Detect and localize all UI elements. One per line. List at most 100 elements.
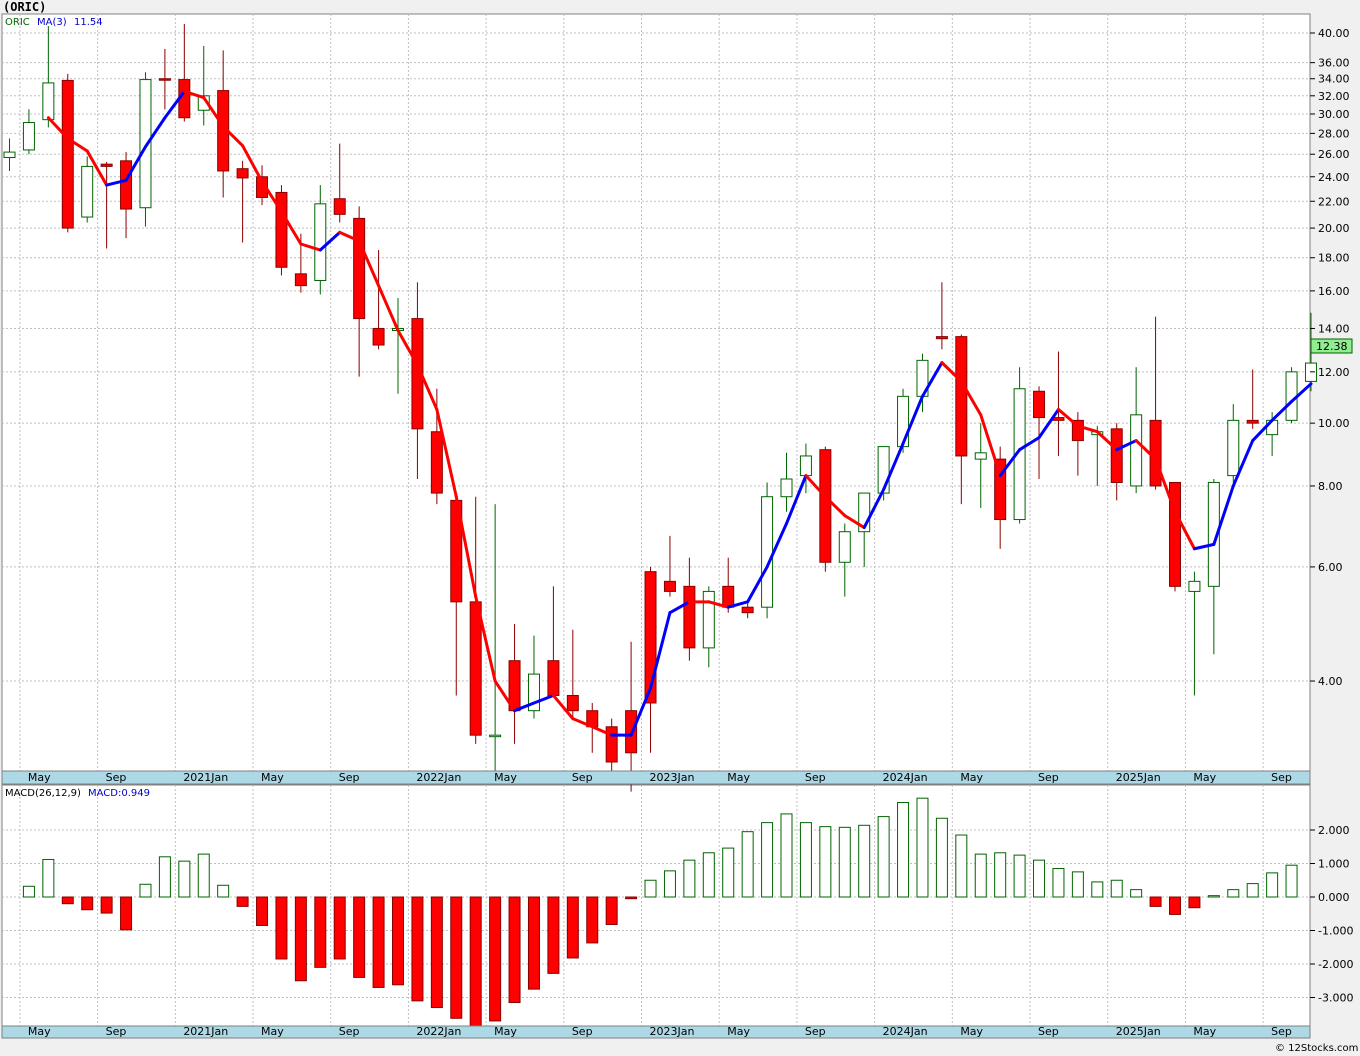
ma-segment [513,701,536,713]
macd-bar [508,896,521,1004]
candle [1227,404,1240,483]
macd-bar [566,896,579,959]
legend-ma-label: MA(3) [37,17,67,28]
macd-bar [178,860,191,898]
price-tick-label: 40.00 [1318,27,1350,40]
site-credit: © 12Stocks.com [1275,1043,1358,1054]
candle [1246,369,1259,429]
price-tick-label: 36.00 [1318,57,1350,70]
macd-bar [392,896,404,986]
macd-bar [1071,871,1084,898]
macd-bar [1266,872,1279,898]
candle-body [702,590,715,649]
candle-body [411,318,424,430]
ma-segment [1212,484,1235,546]
macd-y-axis: 2.000 1.000 0.000 -1.000 -2.000 -3.000 [1310,824,1353,1005]
candle [761,482,774,619]
candle [1071,412,1084,476]
ma-segment [1231,439,1255,488]
macd-tick-label: 2.000 [1318,824,1350,837]
x-tick-label: May [28,1025,51,1038]
ma-segment [474,595,497,683]
macd-bar [120,896,133,931]
candle-body [314,203,327,282]
x-tick-label: May [960,1025,983,1038]
candle-body [994,458,1007,521]
x-tick-label: 2021Jan [183,1025,228,1038]
candle-body [353,217,366,320]
candle-body [1110,428,1123,483]
candle-body [644,571,657,704]
x-tick-label: 2025Jan [1116,771,1161,784]
candle [1013,367,1026,524]
candle-body [1246,419,1259,424]
macd-bar [1130,889,1143,898]
macd-bar [761,822,774,898]
candle [663,535,676,597]
candle-body [955,336,968,457]
ma-segment [571,717,594,729]
ma-segment [299,242,322,252]
price-tick-label: 10.00 [1318,417,1350,430]
ma-segment [241,144,264,183]
x-tick-label: Sep [106,771,127,784]
x-tick-label: May [261,771,284,784]
candle [333,143,346,223]
candle-body [683,585,696,649]
legend-symbol: ORIC [5,17,30,28]
macd-bar [1033,859,1046,898]
candle [994,446,1007,549]
macd-bar [955,834,968,898]
price-tick-label: 28.00 [1318,127,1350,140]
candle-body [469,601,482,736]
macd-bar [450,896,463,1019]
ma-segment [415,363,439,411]
macd-bar [858,824,871,898]
price-tick-label: 20.00 [1318,222,1350,235]
ma-segment [785,474,808,526]
macd-bar [314,896,327,968]
macd-tick-label: 0.000 [1318,891,1350,904]
legend-ma-value: 11.54 [74,17,103,28]
candle [1110,423,1123,501]
x-tick-label: 2025Jan [1116,1025,1161,1038]
ma-segment [493,679,517,713]
ma-segment [1095,430,1119,452]
ma-segment [901,394,924,446]
x-tick-label: 2024Jan [883,1025,928,1038]
candle-body [139,79,152,209]
macd-bar [994,852,1007,898]
macd-bar [799,822,812,898]
price-x-axis-strip [1,770,1311,785]
candle [955,334,968,505]
price-tick-label: 8.00 [1318,480,1343,493]
price-tick-label: 4.00 [1318,675,1343,688]
macd-bar [974,853,987,898]
ma-segment [940,361,963,383]
ma-segment [46,116,70,140]
macd-bar [625,896,638,900]
ma-segment [105,178,128,187]
x-tick-label: Sep [339,1025,360,1038]
ma-segment [1134,439,1158,461]
chart-title: (ORIC) [3,0,46,14]
macd-tick-label: -3.000 [1318,992,1353,1005]
ma-segment [765,522,788,569]
ma-segment [1192,542,1216,551]
x-tick-label: Sep [339,771,360,784]
macd-bar [547,896,560,974]
macd-bar [236,896,249,907]
macd-bar [275,896,288,960]
x-tick-label: May [494,1025,517,1038]
ma-segment [920,361,944,398]
ma-segment [1056,407,1080,428]
macd-value-label: MACD:0.949 [88,788,150,799]
ma-segment [1018,436,1041,452]
macd-bar [1091,881,1104,898]
ma-segment [202,96,225,128]
macd-bar [897,802,910,898]
x-tick-label: May [727,771,750,784]
ma-segment [532,693,555,705]
candle [1169,481,1181,592]
candle [838,523,851,597]
